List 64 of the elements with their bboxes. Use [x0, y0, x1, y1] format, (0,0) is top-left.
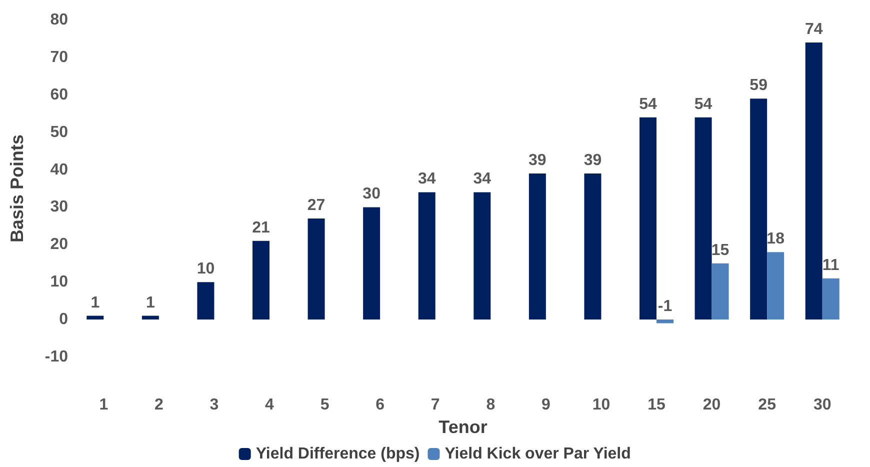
data-label: 54: [694, 96, 712, 113]
x-tick-label: 9: [541, 396, 550, 414]
data-label: 21: [252, 219, 270, 236]
x-tick-label: 20: [702, 396, 721, 414]
y-tick-label: 40: [50, 161, 68, 178]
y-tick-label: -10: [44, 348, 68, 366]
bar: [197, 282, 214, 320]
data-label: 74: [804, 20, 823, 38]
bar: [694, 117, 712, 320]
x-tick-label: 10: [592, 396, 610, 414]
bar: [712, 263, 729, 320]
bar: [528, 174, 546, 320]
data-label: 39: [584, 152, 602, 170]
data-label: 1: [146, 294, 155, 312]
x-tick-label: 3: [210, 396, 219, 414]
bar: [86, 316, 104, 320]
x-tick-label: 2: [154, 396, 164, 414]
bar: [418, 192, 436, 320]
data-label: 27: [307, 196, 326, 214]
y-tick-label: 0: [59, 311, 68, 328]
bar: [767, 252, 784, 320]
x-tick-label: 25: [758, 396, 776, 414]
bar: [308, 218, 325, 320]
data-label: 15: [711, 242, 730, 259]
bar: [363, 207, 380, 320]
bar: [142, 316, 159, 320]
bar: [805, 42, 822, 320]
x-tick-label: 30: [813, 396, 832, 414]
y-tick-label: 30: [50, 198, 68, 216]
x-tick-label: 8: [486, 396, 496, 414]
data-label: 54: [639, 96, 657, 113]
x-tick-label: 7: [430, 396, 440, 414]
bar: [252, 240, 270, 320]
data-label: 10: [196, 260, 215, 278]
x-tick-label: 5: [320, 396, 330, 414]
x-tick-label: 1: [99, 396, 108, 414]
y-tick-label: 80: [50, 12, 68, 28]
y-axis-title: Basis Points: [7, 134, 27, 243]
data-label: 1: [90, 294, 100, 312]
x-tick-label: 4: [265, 396, 274, 414]
bar: [584, 174, 602, 320]
data-label: 34: [473, 170, 492, 188]
y-tick-label: 10: [50, 274, 68, 291]
bar: [640, 117, 656, 320]
bar: [474, 192, 491, 320]
legend-label: Yield Difference (bps): [256, 446, 420, 462]
bar: [656, 320, 674, 324]
y-tick-label: 70: [50, 48, 68, 66]
data-label: -1: [658, 298, 672, 316]
data-label: 18: [766, 230, 785, 248]
data-label: 30: [362, 186, 381, 203]
y-tick-label: 20: [50, 236, 68, 254]
bar: [822, 278, 840, 320]
y-tick-label: 60: [50, 86, 68, 104]
x-axis-title: Tenor: [438, 416, 488, 437]
bar: [750, 98, 768, 320]
legend-label: Yield Kick over Par Yield: [444, 446, 631, 462]
y-tick-label: 50: [50, 124, 68, 141]
data-label: 39: [528, 152, 546, 170]
data-label: 59: [750, 77, 768, 94]
x-tick-label: 15: [648, 396, 666, 414]
x-tick-label: 6: [376, 396, 385, 414]
data-label: 11: [822, 256, 840, 274]
data-label: 34: [418, 170, 436, 188]
